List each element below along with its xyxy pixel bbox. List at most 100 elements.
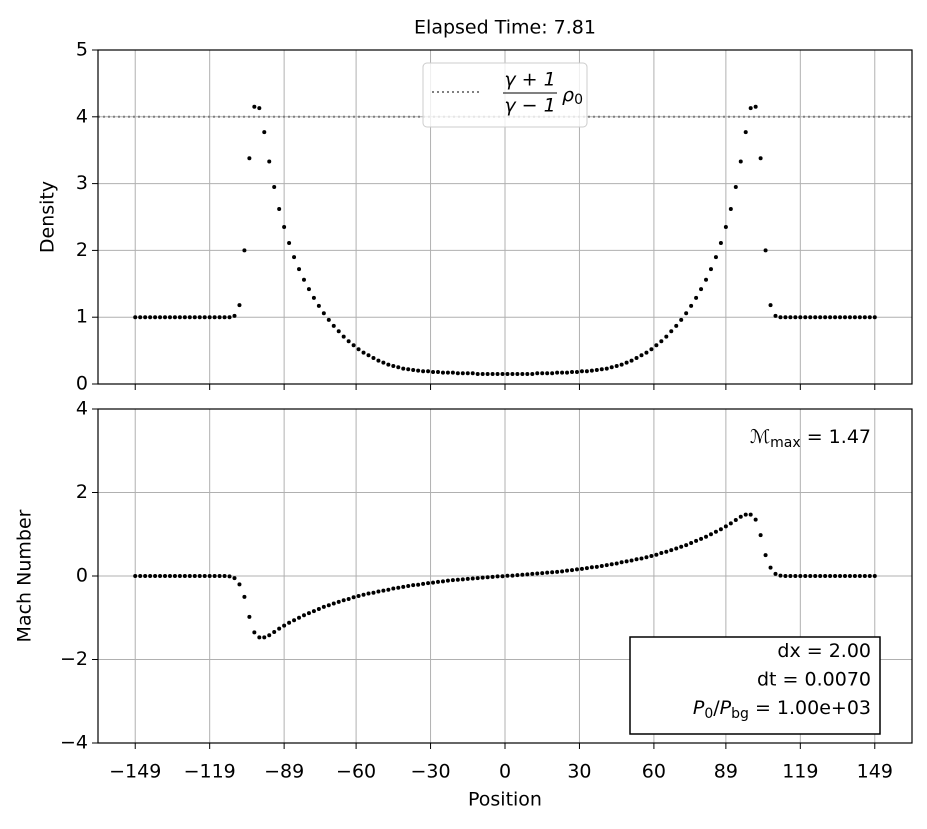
data-point <box>713 529 718 534</box>
data-point <box>560 370 565 375</box>
data-point <box>351 343 356 348</box>
data-point <box>406 584 411 589</box>
data-point <box>515 573 520 578</box>
data-point <box>510 371 515 376</box>
data-point <box>872 574 877 578</box>
data-point <box>852 315 857 320</box>
data-point <box>460 371 465 376</box>
data-point <box>783 574 788 578</box>
data-point <box>207 574 212 578</box>
x-tick-label: 0 <box>499 761 511 783</box>
info-line: dx = 2.00 <box>777 640 871 662</box>
data-point <box>381 588 386 593</box>
data-point <box>401 366 406 371</box>
data-point <box>788 574 793 578</box>
data-point <box>783 315 788 320</box>
data-point <box>227 315 232 320</box>
data-point <box>594 564 599 569</box>
data-point <box>262 130 267 135</box>
data-point <box>589 368 594 373</box>
data-point <box>862 315 867 320</box>
y-tick-label: 0 <box>76 373 88 395</box>
y-tick-label: 3 <box>76 172 88 194</box>
data-point <box>570 568 575 573</box>
data-point <box>520 572 525 577</box>
data-point <box>505 573 510 578</box>
data-point <box>222 574 227 578</box>
data-point <box>371 355 376 360</box>
data-point <box>187 315 192 320</box>
data-point <box>530 571 535 576</box>
data-point <box>708 267 713 272</box>
data-point <box>177 315 182 320</box>
data-point <box>828 574 833 578</box>
data-point <box>252 630 257 635</box>
data-point <box>267 633 272 638</box>
data-point <box>768 303 773 308</box>
data-point <box>202 315 207 320</box>
data-point <box>272 184 277 189</box>
data-point <box>356 594 361 599</box>
x-tick-label: 89 <box>714 761 738 783</box>
data-point <box>584 369 589 374</box>
data-point <box>311 295 316 300</box>
data-point <box>565 568 570 573</box>
data-point <box>172 574 177 578</box>
data-point <box>376 589 381 594</box>
data-point <box>629 358 634 363</box>
data-point <box>833 574 838 578</box>
info-line: P0/Pbg = 1.00e+03 <box>693 697 871 723</box>
y-tick-label: 1 <box>76 306 88 328</box>
data-point <box>530 371 535 376</box>
legend-label: ρ0 <box>562 84 583 109</box>
data-point <box>301 613 306 618</box>
data-point <box>341 598 346 603</box>
data-point <box>763 248 768 253</box>
data-point <box>699 536 704 541</box>
data-point <box>242 594 247 599</box>
x-tick-label: −30 <box>410 761 450 783</box>
axes-frame <box>97 408 913 744</box>
data-point <box>217 574 222 578</box>
data-point <box>838 315 843 320</box>
data-point <box>470 576 475 581</box>
info-box <box>629 636 881 735</box>
data-point <box>758 156 763 161</box>
data-point <box>138 574 143 578</box>
data-point <box>267 159 272 164</box>
data-point <box>723 225 728 230</box>
data-point <box>277 626 282 631</box>
data-point <box>242 248 247 253</box>
data-point <box>391 586 396 591</box>
y-tick-label: 2 <box>76 481 88 503</box>
data-point <box>401 584 406 589</box>
data-point <box>192 315 197 320</box>
data-point <box>386 587 391 592</box>
data-point <box>574 369 579 374</box>
data-point <box>738 159 743 164</box>
data-point <box>277 206 282 211</box>
data-point <box>634 355 639 360</box>
data-point <box>664 549 669 554</box>
data-point <box>704 277 709 282</box>
data-point <box>733 518 738 523</box>
data-point <box>738 514 743 519</box>
x-axis-label: Position <box>468 789 542 811</box>
x-tick-label: 30 <box>567 761 591 783</box>
data-point <box>847 574 852 578</box>
data-point <box>485 371 490 376</box>
data-point <box>808 315 813 320</box>
data-point <box>381 360 386 365</box>
data-point <box>292 255 297 260</box>
data-point <box>604 366 609 371</box>
data-point <box>733 184 738 189</box>
data-point <box>292 618 297 623</box>
data-point <box>485 575 490 580</box>
data-point <box>654 552 659 557</box>
info-line: dt = 0.0070 <box>757 668 871 690</box>
data-point <box>659 551 664 556</box>
data-point <box>619 362 624 367</box>
data-point <box>247 614 252 619</box>
data-point <box>818 315 823 320</box>
data-point <box>808 574 813 578</box>
